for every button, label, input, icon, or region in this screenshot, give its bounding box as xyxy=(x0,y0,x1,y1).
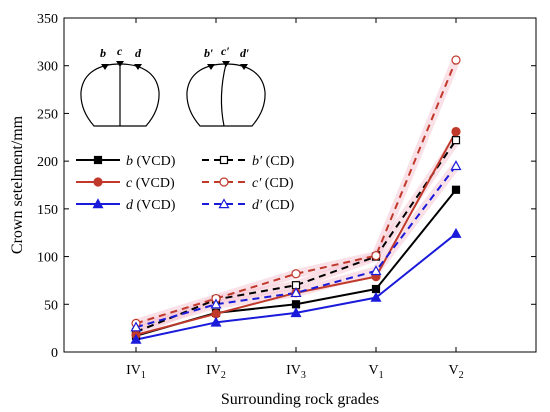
legend-c_vcd-label: c (VCD) xyxy=(126,176,175,191)
y-axis: 0 50 100 150 200 250 300 350 xyxy=(37,12,536,361)
x-axis: IV1 IV2 IV3 V1 V2 xyxy=(126,18,464,381)
x-axis-title: Surrounding rock grades xyxy=(221,391,379,408)
x-tick-label: IV3 xyxy=(286,363,306,381)
legend-d_cd-label: d′ (CD) xyxy=(252,198,295,213)
vcd-marker-b xyxy=(101,64,109,70)
x-tick-label: V1 xyxy=(368,363,383,381)
x-tick-label: IV1 xyxy=(126,363,146,381)
y-tick-label: 250 xyxy=(37,107,58,122)
series-d_vcd-point xyxy=(370,291,382,302)
vcd-label-c: c xyxy=(117,44,123,58)
series-b_vcd-point xyxy=(371,284,381,294)
cd-label-d: d′ xyxy=(240,46,249,60)
series-b_vcd-point xyxy=(451,185,461,194)
cd-section-sketch: b′ c′ d′ xyxy=(186,44,266,127)
series-lines-layer xyxy=(135,59,457,341)
vcd-label-b: b xyxy=(100,46,106,60)
series-d_cd-point xyxy=(210,298,222,309)
series-d_cd-line xyxy=(135,165,457,329)
legend-d_cd-marker xyxy=(218,198,230,209)
vcd-marker-d xyxy=(134,64,142,70)
series-d_cd-point xyxy=(130,321,142,332)
cd-tunnel-outline xyxy=(186,63,266,127)
legend-c_vcd-marker xyxy=(93,177,103,187)
legend: b (VCD) b′ (CD) c (VCD) c′ (CD) d (VCD) d′ (C… xyxy=(76,154,295,213)
legend-b_cd-marker xyxy=(219,155,229,165)
legend-d_vcd-marker xyxy=(92,198,104,209)
legend-b_vcd-label: b (VCD) xyxy=(126,154,176,169)
y-tick-label: 100 xyxy=(37,251,58,266)
cd-marker-d xyxy=(240,64,248,70)
cd-label-c: c′ xyxy=(221,44,230,58)
y-tick-label: 50 xyxy=(44,298,58,313)
y-tick-label: 200 xyxy=(37,155,58,170)
series-b_cd-point xyxy=(451,136,461,145)
x-tick-label: IV2 xyxy=(206,363,226,381)
series-b_vcd-point xyxy=(291,300,301,309)
y-axis-title: Crown setelment/mm xyxy=(9,115,26,254)
series-markers-layer xyxy=(130,55,462,344)
y-tick-label: 150 xyxy=(37,203,58,218)
series-d_vcd-point xyxy=(290,307,302,318)
series-d_vcd-point xyxy=(130,333,142,344)
legend-b_cd-label: b′ (CD) xyxy=(252,154,295,169)
vcd-marker-c xyxy=(116,61,124,67)
series-c_cd-point xyxy=(371,251,381,261)
series-c_vcd-point xyxy=(211,309,221,319)
cd-curved-wall xyxy=(220,63,227,127)
plot-frame xyxy=(63,17,537,353)
cd-marker-b xyxy=(207,64,215,70)
legend-d_vcd-label: d (VCD) xyxy=(126,198,176,213)
series-d_cd-point xyxy=(370,265,382,276)
y-tick-label: 0 xyxy=(51,346,58,361)
y-tick-label: 350 xyxy=(37,12,58,27)
series-c_cd-point xyxy=(291,269,301,279)
cd-label-b: b′ xyxy=(204,46,213,60)
series-d_cd-point xyxy=(290,287,302,298)
cd-marker-c xyxy=(222,61,230,67)
series-d_vcd-point xyxy=(450,227,462,238)
legend-c_cd-label: c′ (CD) xyxy=(252,176,294,191)
legend-c_cd-marker xyxy=(219,177,229,187)
x-tick-label: V2 xyxy=(448,363,463,381)
vcd-label-d: d xyxy=(135,46,142,60)
series-d_vcd-point xyxy=(210,316,222,327)
y-tick-label: 300 xyxy=(37,60,58,75)
series-c_cd-point xyxy=(451,55,461,65)
vcd-section-sketch: b c d xyxy=(80,44,160,127)
legend-b_vcd-marker xyxy=(93,155,103,165)
series-d_cd-point xyxy=(450,160,462,171)
series-c_vcd-point xyxy=(451,126,461,137)
